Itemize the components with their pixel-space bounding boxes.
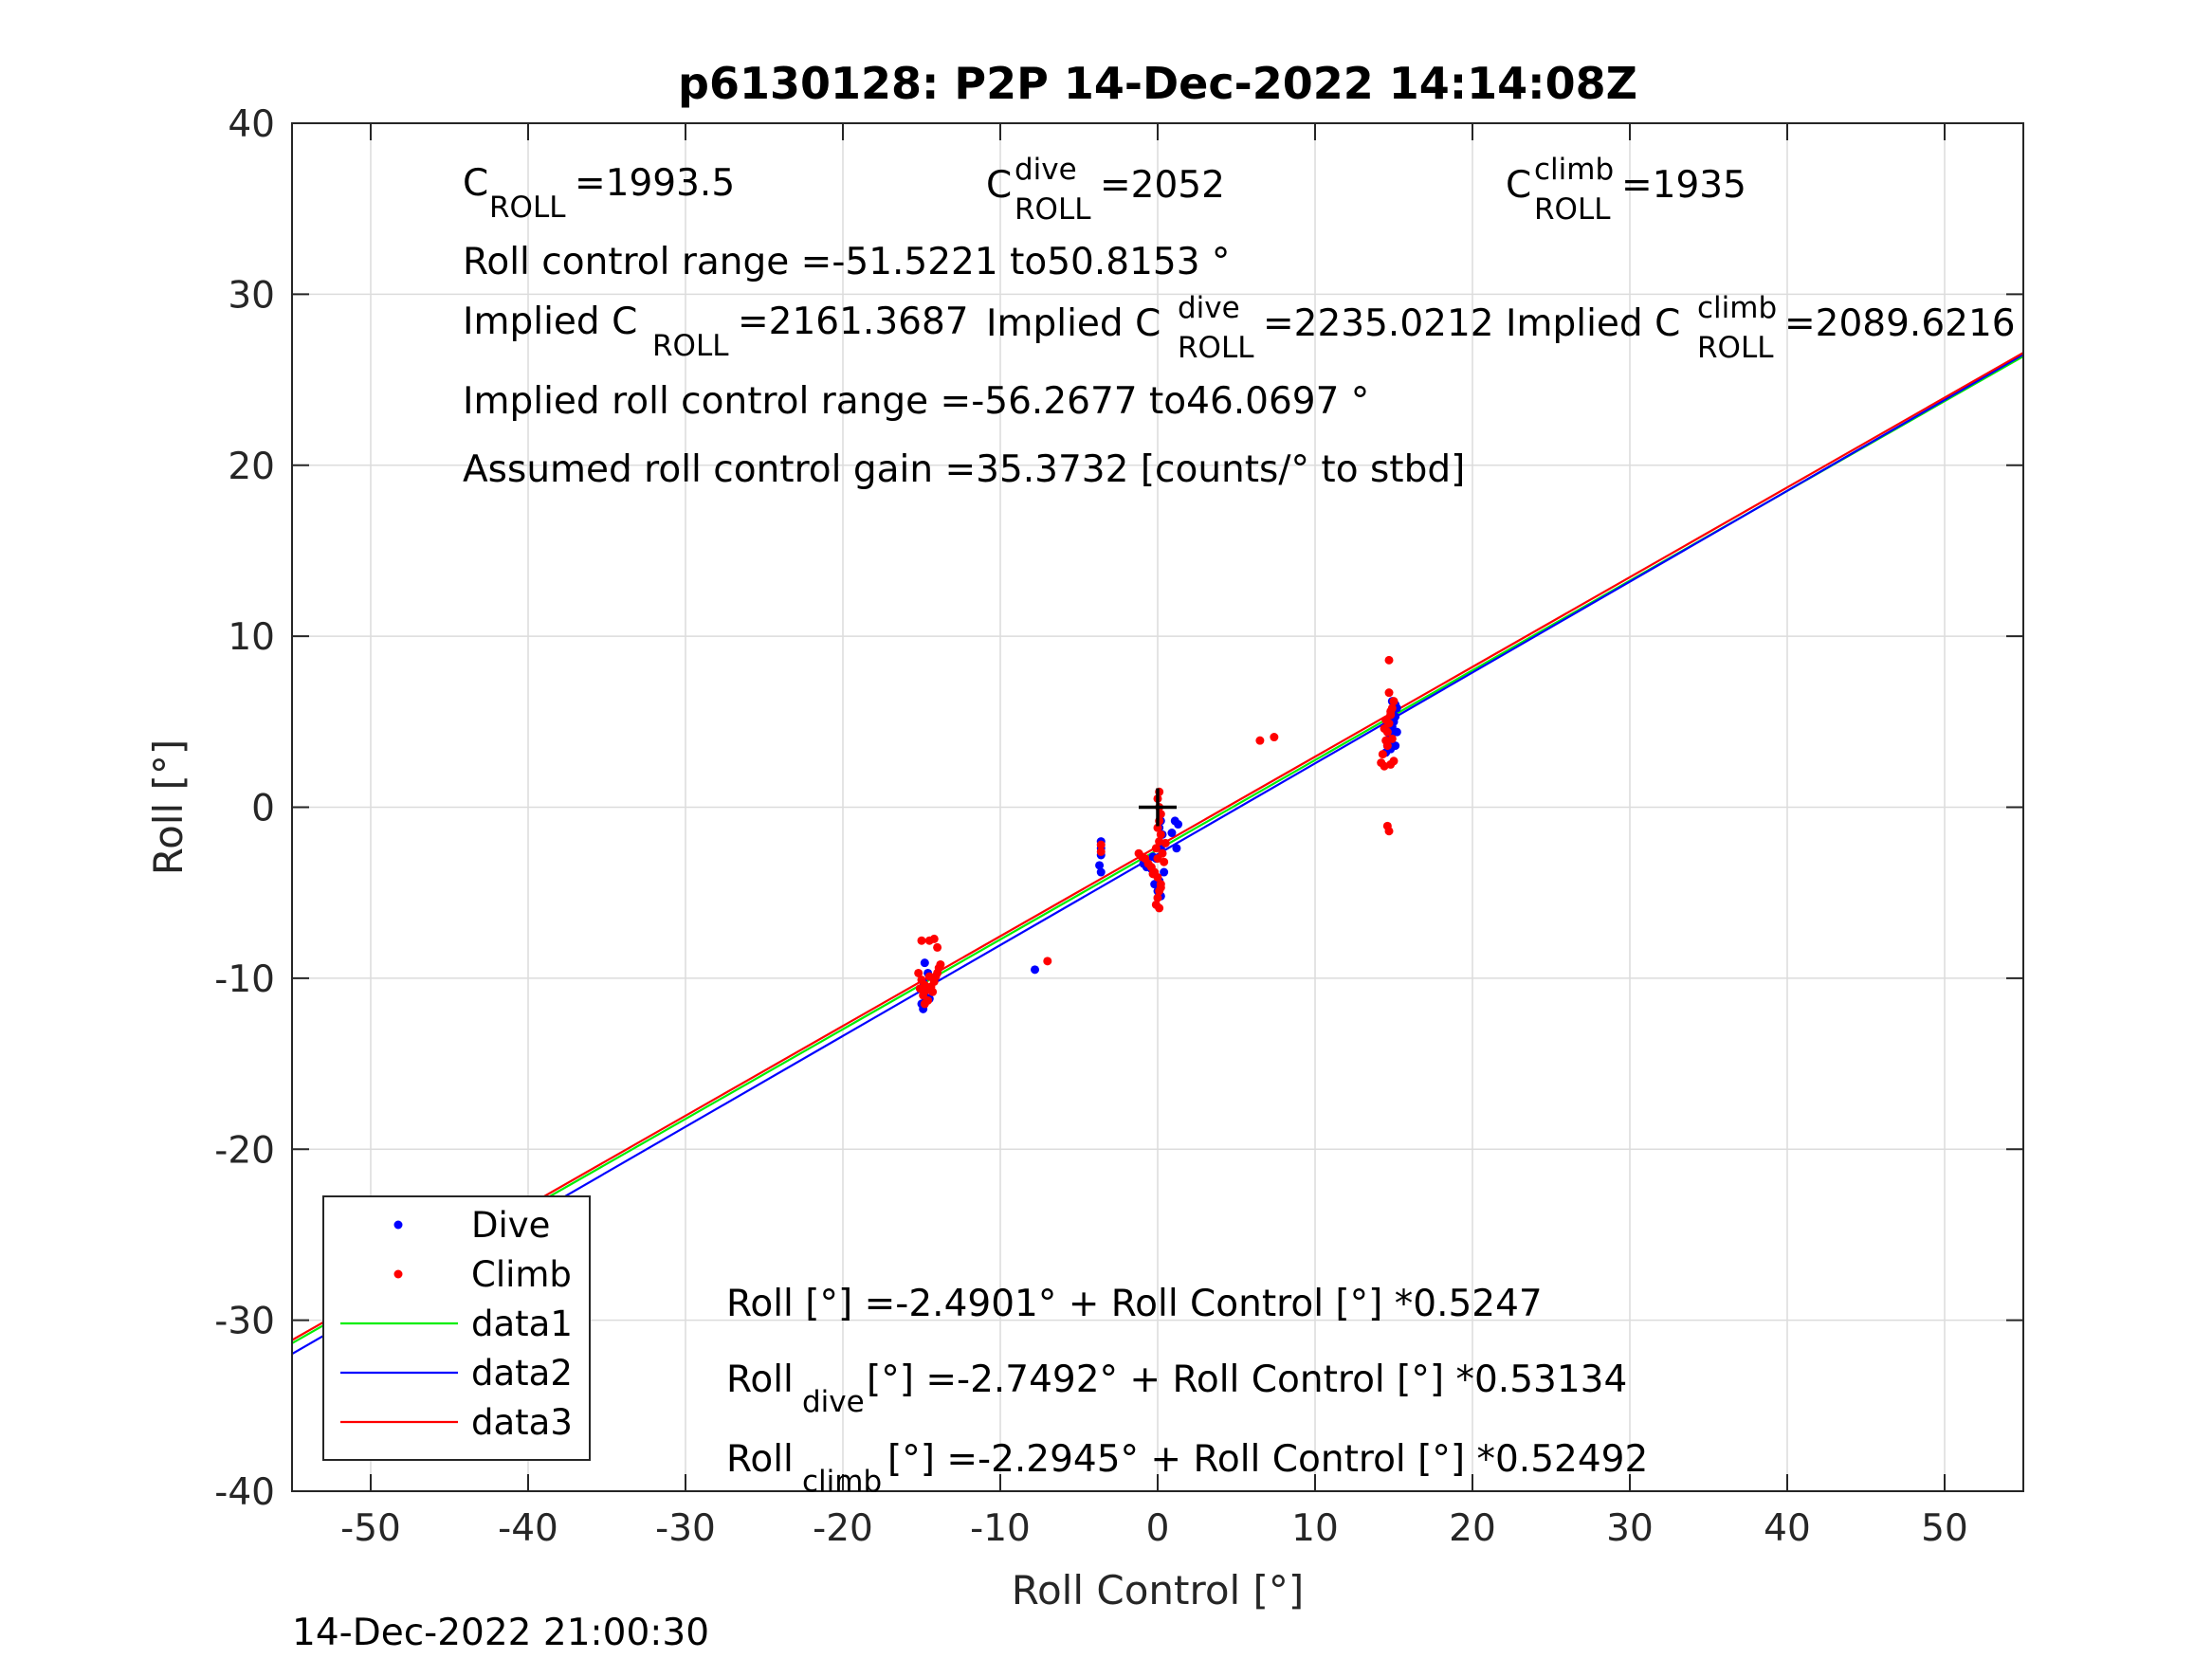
point-climb — [1043, 957, 1052, 966]
point-dive — [1392, 727, 1401, 737]
y-tick-label: 30 — [228, 274, 275, 317]
point-climb — [920, 999, 929, 1009]
x-tick-label: -50 — [340, 1507, 401, 1550]
x-tick-label: 50 — [1921, 1507, 1968, 1550]
y-tick-label: -10 — [214, 958, 275, 1001]
point-climb — [1153, 893, 1162, 902]
point-climb — [926, 982, 936, 992]
point-climb — [1387, 734, 1397, 743]
y-tick-label: -30 — [214, 1301, 275, 1343]
point-climb — [1380, 724, 1389, 734]
legend: Dive Climb data1 data2 data3 — [322, 1195, 591, 1461]
point-dive — [1174, 820, 1183, 830]
point-dive — [920, 958, 929, 968]
legend-label-climb: Climb — [471, 1254, 572, 1295]
point-dive — [1096, 867, 1106, 877]
point-climb — [1158, 848, 1167, 858]
tick-labels: -50 -40 -30 -20 -10 0 10 20 30 40 50 -40 -30 -20 -10 0 1… — [214, 103, 1968, 1550]
point-dive — [1095, 861, 1105, 870]
annotation-gain: Assumed roll control gain =35.3732 [coun… — [463, 448, 1466, 491]
point-climb — [1384, 688, 1394, 698]
legend-marker-dive — [393, 1220, 403, 1230]
point-climb — [1378, 750, 1387, 759]
legend-label-data1: data1 — [471, 1304, 573, 1344]
x-tick-label: 0 — [1146, 1507, 1170, 1550]
point-climb — [1155, 903, 1164, 913]
point-climb — [914, 968, 923, 977]
y-tick-label: 40 — [228, 103, 275, 146]
point-climb — [917, 936, 926, 945]
point-climb — [924, 972, 934, 981]
point-climb — [1382, 741, 1392, 751]
legend-label-data3: data3 — [471, 1402, 573, 1443]
y-tick-label: 20 — [228, 446, 275, 488]
point-climb — [933, 942, 942, 952]
legend-box — [322, 1195, 591, 1461]
point-climb — [1389, 757, 1398, 766]
data-points — [914, 655, 1401, 1013]
annotation-roll-range: Roll control range =-51.5221 to50.8153 ° — [463, 241, 1231, 283]
point-climb — [1381, 716, 1391, 725]
x-tick-label: 20 — [1449, 1507, 1496, 1550]
point-dive — [1031, 965, 1040, 975]
point-climb — [1384, 655, 1394, 665]
axis-ticks — [292, 122, 2023, 1492]
point-climb — [1096, 840, 1106, 849]
timestamp-footer: 14-Dec-2022 21:00:30 — [292, 1612, 710, 1654]
legend-marker-climb — [393, 1269, 403, 1279]
point-climb — [931, 972, 941, 981]
point-climb — [1384, 827, 1394, 836]
chart-title: p6130128: P2P 14-Dec-2022 14:14:08Z — [678, 58, 1637, 109]
point-climb — [1148, 869, 1158, 879]
point-climb — [1255, 736, 1265, 745]
y-tick-label: -20 — [214, 1129, 275, 1172]
point-climb — [936, 959, 945, 969]
point-climb — [1270, 733, 1279, 742]
x-tick-label: -20 — [813, 1507, 873, 1550]
y-tick-label: 10 — [228, 616, 275, 659]
x-axis-label: Roll Control [°] — [1012, 1567, 1305, 1613]
point-climb — [929, 934, 939, 943]
legend-label-dive: Dive — [471, 1205, 550, 1246]
y-tick-label: 0 — [251, 788, 275, 830]
y-tick-label: -40 — [214, 1471, 275, 1514]
point-climb — [915, 984, 924, 994]
point-climb — [1156, 883, 1165, 892]
x-tick-label: -10 — [970, 1507, 1031, 1550]
point-climb — [1389, 697, 1398, 706]
legend-label-data2: data2 — [471, 1353, 573, 1394]
x-tick-label: 10 — [1291, 1507, 1339, 1550]
point-climb — [1160, 857, 1169, 866]
point-dive — [1160, 867, 1169, 877]
point-climb — [1096, 847, 1106, 856]
y-axis-label: Roll [°] — [145, 739, 192, 875]
point-climb — [1156, 830, 1165, 839]
x-tick-label: 30 — [1606, 1507, 1654, 1550]
x-tick-label: 40 — [1764, 1507, 1811, 1550]
point-dive — [1172, 844, 1181, 853]
point-dive — [1391, 741, 1400, 751]
point-climb — [1161, 838, 1170, 848]
point-climb — [1153, 823, 1162, 832]
point-climb — [1151, 844, 1161, 853]
x-tick-label: -40 — [498, 1507, 558, 1550]
point-climb — [1386, 706, 1396, 716]
annotation-fit-all: Roll [°] =-2.4901° + Roll Control [°] *0… — [726, 1283, 1543, 1325]
annotation-implied-range: Implied roll control range =-56.2677 to4… — [463, 380, 1370, 423]
point-dive — [1167, 829, 1177, 838]
x-tick-label: -30 — [655, 1507, 716, 1550]
series-line-data2 — [291, 354, 2024, 1356]
